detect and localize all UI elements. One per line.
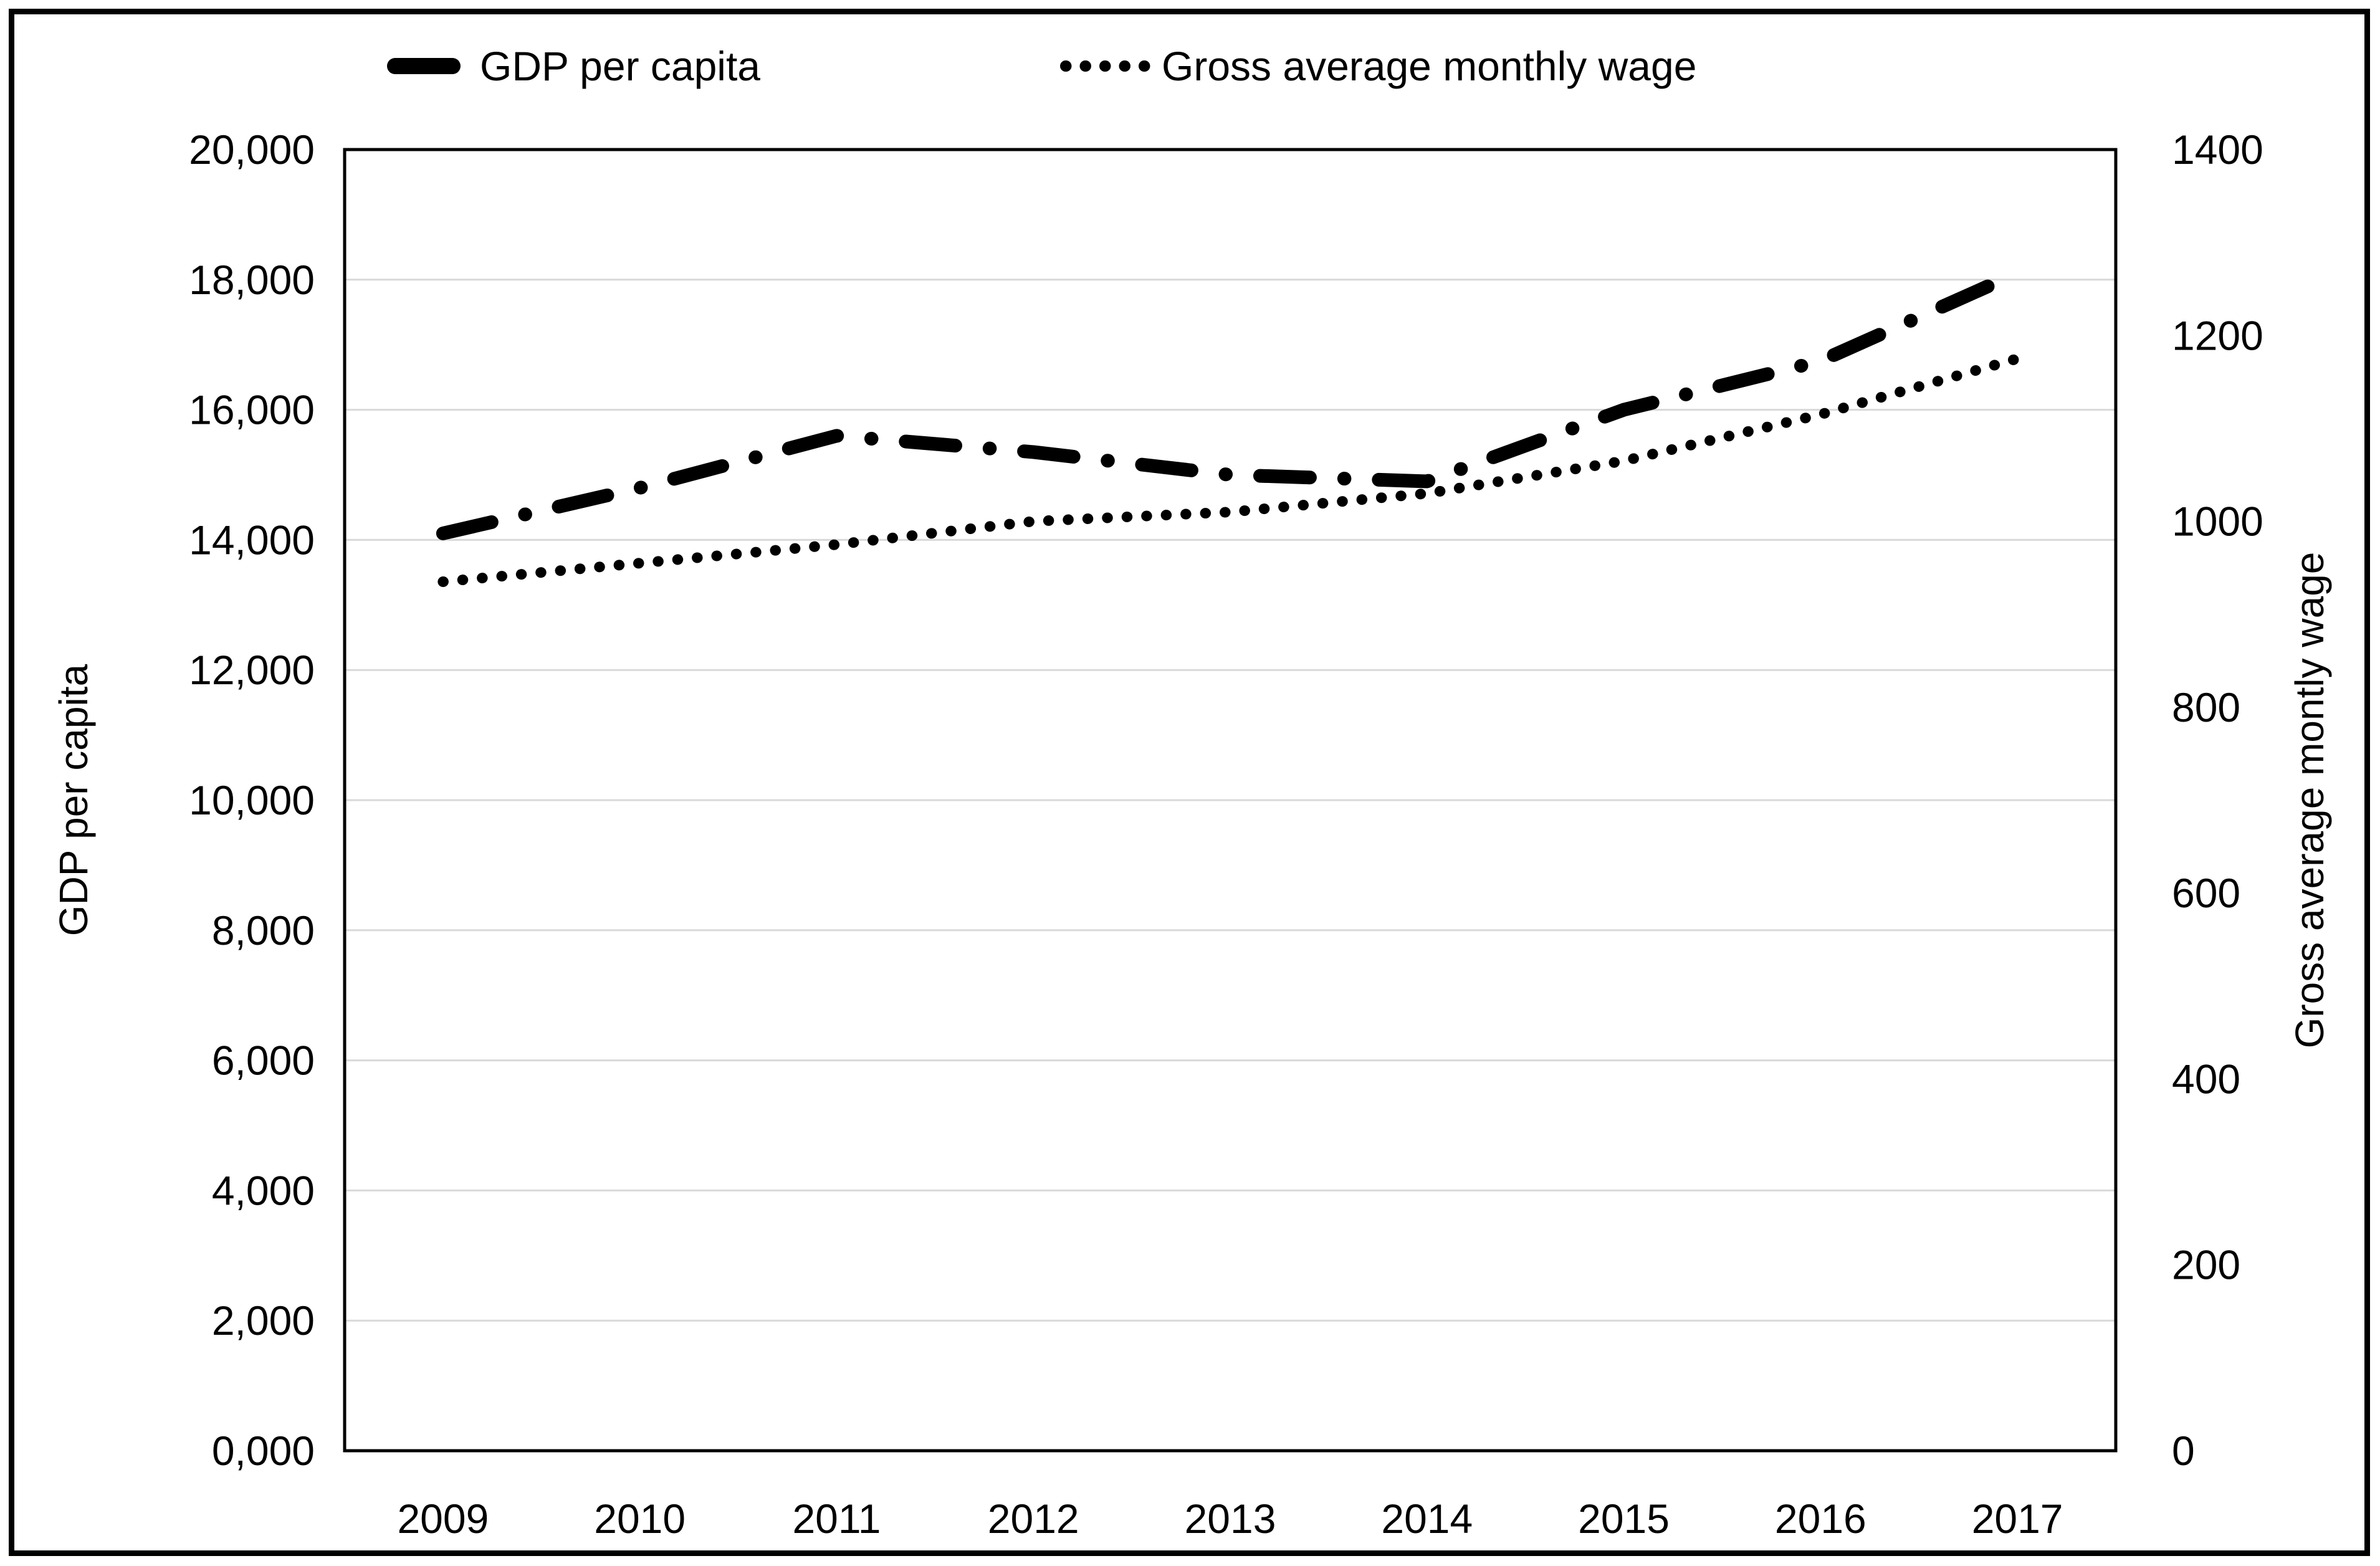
right-tick-label: 0: [2172, 1428, 2195, 1474]
left-tick-label: 16,000: [189, 387, 315, 433]
series-line-wage: [437, 353, 2023, 588]
right-tick-label: 1400: [2172, 127, 2263, 173]
right-axis-tick-labels: 1400 1200 1000 800 600 400 200 0: [2172, 127, 2263, 1474]
legend-item-gdp: GDP per capita: [386, 36, 760, 96]
x-tick-label: 2011: [792, 1496, 881, 1542]
legend-label-gdp: GDP per capita: [480, 43, 761, 89]
legend-label-wage: Gross average monthly wage: [1162, 43, 1697, 89]
right-axis-title: Gross average montly wage: [2287, 552, 2332, 1049]
x-tick-label: 2015: [1578, 1496, 1670, 1542]
left-tick-label: 0,000: [212, 1428, 315, 1474]
dash-dot-line-icon: [387, 58, 461, 74]
left-tick-label: 20,000: [189, 127, 315, 173]
right-tick-label: 600: [2172, 870, 2240, 916]
x-tick-label: 2009: [397, 1496, 489, 1542]
left-tick-label: 18,000: [189, 257, 315, 303]
x-tick-label: 2014: [1381, 1496, 1473, 1542]
x-tick-label: 2017: [1972, 1496, 2063, 1542]
left-axis-tick-labels: 20,000 18,000 16,000 14,000 12,000 10,000 8,00…: [189, 127, 315, 1474]
right-tick-label: 800: [2172, 684, 2240, 730]
series-lines: [436, 266, 2025, 588]
left-tick-label: 6,000: [212, 1038, 315, 1084]
right-tick-label: 400: [2172, 1056, 2240, 1102]
gridlines: [345, 279, 2116, 1322]
right-tick-label: 1200: [2172, 312, 2263, 358]
left-tick-label: 8,000: [212, 907, 315, 953]
series-line-gdp: [436, 266, 2025, 540]
left-tick-label: 14,000: [189, 517, 315, 563]
legend: GDP per capita Gross average monthly wag…: [0, 36, 2380, 96]
x-tick-label: 2013: [1185, 1496, 1276, 1542]
right-tick-label: 1000: [2172, 499, 2263, 545]
right-tick-label: 200: [2172, 1242, 2240, 1288]
left-axis-title: GDP per capita: [51, 664, 96, 936]
left-tick-label: 4,000: [212, 1167, 315, 1213]
plot-border: [343, 148, 2118, 1453]
x-tick-label: 2016: [1775, 1496, 1866, 1542]
legend-item-wage: Gross average monthly wage: [1059, 36, 1696, 96]
x-tick-label: 2010: [594, 1496, 686, 1542]
left-tick-label: 2,000: [212, 1297, 315, 1344]
x-tick-label: 2012: [988, 1496, 1079, 1542]
x-axis-tick-labels: 2009 2010 2011 2012 2013 2014 2015 2016 2017: [397, 1496, 2063, 1542]
left-tick-label: 12,000: [189, 647, 315, 693]
dotted-line-icon: [1060, 60, 1153, 72]
left-tick-label: 10,000: [189, 777, 315, 823]
